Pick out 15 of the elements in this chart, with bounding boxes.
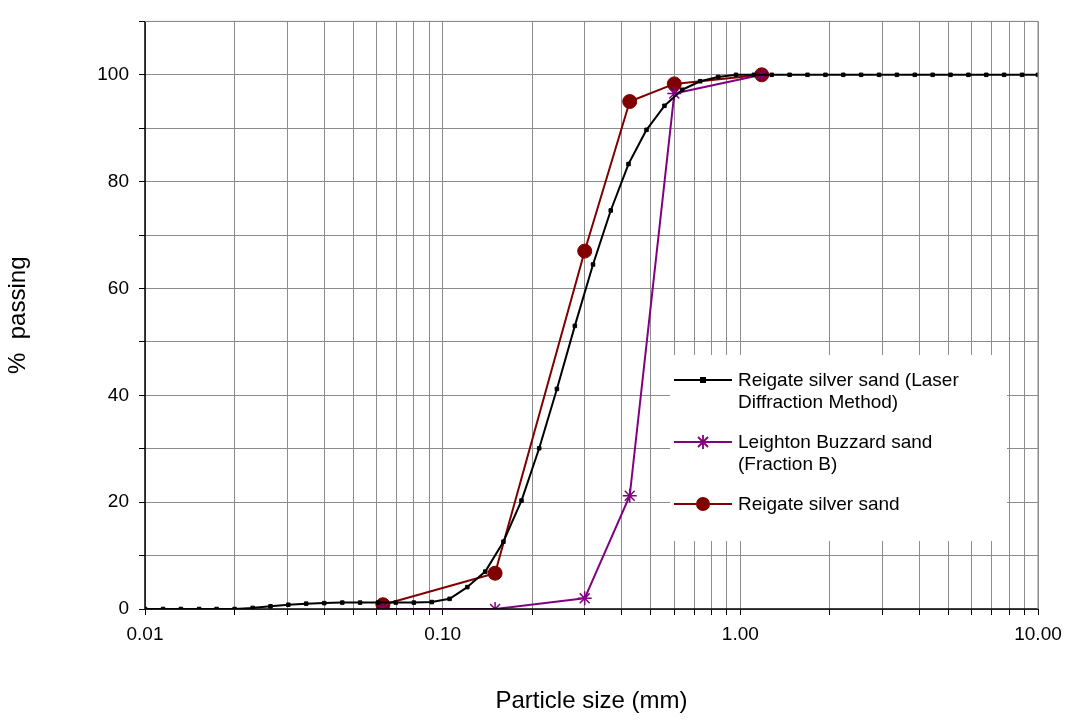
y-tick-label: 100 bbox=[97, 63, 129, 85]
x-tick-label: 0.10 bbox=[424, 622, 462, 644]
legend-label: Reigate silver sand bbox=[738, 493, 901, 515]
y-tick-label: 20 bbox=[107, 490, 129, 512]
legend-label: Reigate silver sand (Laser Diffraction Method) bbox=[738, 369, 960, 413]
y-tick-label: 0 bbox=[118, 597, 129, 619]
y-tick-label: 80 bbox=[107, 169, 129, 191]
x-tick-label: 10.00 bbox=[1014, 622, 1062, 644]
y-tick-label: 60 bbox=[107, 276, 129, 298]
x-axis-title: Particle size (mm) bbox=[495, 686, 688, 714]
x-tick-label: 0.01 bbox=[126, 622, 164, 644]
x-tick-label: 1.00 bbox=[721, 622, 759, 644]
y-tick-label: 40 bbox=[107, 383, 129, 405]
legend-label: Leighton Buzzard sand (Fraction B) bbox=[738, 431, 934, 475]
y-axis-title: % passing bbox=[3, 256, 31, 374]
